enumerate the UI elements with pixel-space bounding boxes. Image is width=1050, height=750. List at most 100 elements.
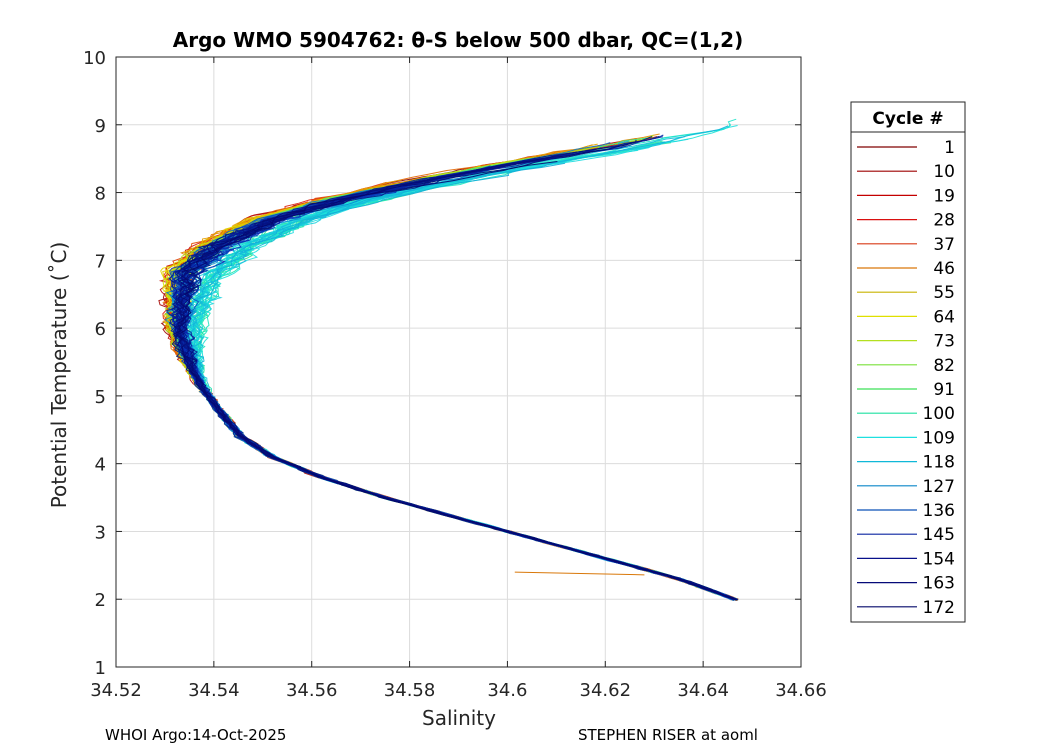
profile-cycle-128 xyxy=(182,180,734,601)
grid xyxy=(116,57,801,667)
profile-cycle-71 xyxy=(173,218,732,600)
profile-cycle-39 xyxy=(166,136,732,600)
legend-label-19: 19 xyxy=(933,186,955,206)
y-axis-label: Potential Temperature (˚C) xyxy=(47,242,71,509)
x-tick-label: 34.62 xyxy=(580,680,632,701)
legend-label-172: 172 xyxy=(923,598,955,618)
profile-cycle-45 xyxy=(166,204,738,601)
profile-cycle-87 xyxy=(176,136,732,599)
profile-cycle-148 xyxy=(168,216,736,599)
profile-cycle-104 xyxy=(187,180,733,599)
profile-cycle-157 xyxy=(170,136,739,601)
profile-cycle-57 xyxy=(171,214,733,599)
profile-cycle-169 xyxy=(173,195,731,599)
profile-cycle-159 xyxy=(174,217,734,601)
profile-cycle-125 xyxy=(177,140,733,599)
profile-cycle-28 xyxy=(164,201,734,600)
legend-label-127: 127 xyxy=(923,477,955,497)
profile-cycle-113 xyxy=(187,125,738,601)
profile-cycle-73 xyxy=(164,207,735,601)
profile-cycle-74 xyxy=(163,134,732,599)
profile-cycle-116 xyxy=(183,200,736,601)
profile-lines xyxy=(158,118,739,601)
profile-cycle-160 xyxy=(165,135,735,599)
legend-label-109: 109 xyxy=(923,428,955,448)
profile-cycle-111 xyxy=(185,123,739,601)
legend-label-154: 154 xyxy=(923,549,955,569)
legend-label-82: 82 xyxy=(933,356,955,376)
y-tick-label: 7 xyxy=(95,251,106,272)
profile-cycle-76 xyxy=(165,136,739,601)
profile-cycle-96 xyxy=(189,142,733,599)
y-tick-label: 6 xyxy=(95,319,106,340)
legend-label-10: 10 xyxy=(933,162,955,182)
profile-cycle-42 xyxy=(165,202,735,601)
x-tick-label: 34.56 xyxy=(286,680,338,701)
profile-cycle-155 xyxy=(169,134,732,599)
profile-cycle-145 xyxy=(175,213,732,600)
profile-cycle-154 xyxy=(170,207,735,601)
profile-cycle-168 xyxy=(176,136,732,599)
x-tick-labels: 34.52 34.54 34.56 34.58 34.6 34.62 34.64 34.66 xyxy=(90,57,827,701)
legend-label-136: 136 xyxy=(923,501,955,521)
y-tick-labels: 1 2 3 4 5 6 7 8 9 10 xyxy=(83,48,801,679)
profile-cycle-172 xyxy=(171,161,738,601)
x-tick-label: 34.66 xyxy=(775,680,827,701)
y-tick-label: 3 xyxy=(95,522,106,543)
profile-cycle-65 xyxy=(160,211,738,600)
profile-cycle-142 xyxy=(171,187,737,601)
profile-cycle-22 xyxy=(169,214,732,599)
profile-cycle-106 xyxy=(193,180,731,600)
legend: Cycle #1 10 19 28 37 46 55 64 73 82 91 100 109 118 127… xyxy=(850,101,966,623)
profile-cycle-46 xyxy=(162,210,733,599)
profile-cycle-109 xyxy=(193,129,732,600)
profile-cycle-170 xyxy=(176,139,737,601)
chart-title: Argo WMO 5904762: θ-S below 500 dbar, QC… xyxy=(173,28,743,52)
x-tick-label: 34.58 xyxy=(384,680,436,701)
profile-cycle-95 xyxy=(171,137,735,601)
profile-cycle-27 xyxy=(162,138,737,600)
profile-cycle-136 xyxy=(178,189,735,600)
profile-cycle-85 xyxy=(175,197,733,600)
footer-credit: WHOI Argo:14-Oct-2025 xyxy=(105,726,287,744)
y-tick-label: 9 xyxy=(95,116,106,137)
profile-cycle-121 xyxy=(192,136,735,601)
profile-cycle-53 xyxy=(170,139,738,600)
profile-cycle-56 xyxy=(173,205,734,601)
profile-cycle-165 xyxy=(168,201,737,600)
profile-cycle-78 xyxy=(174,217,734,601)
y-tick-label: 8 xyxy=(95,184,106,205)
profile-cycle-11 xyxy=(158,197,733,601)
x-axis-label: Salinity xyxy=(422,706,496,730)
y-tick-label: 10 xyxy=(83,48,106,69)
footer-pi: STEPHEN RISER at aoml xyxy=(578,726,758,744)
profile-cycle-143 xyxy=(173,189,735,600)
profile-cycle-129 xyxy=(167,205,736,599)
x-tick-label: 34.54 xyxy=(188,680,240,701)
profile-cycle-133 xyxy=(168,219,731,600)
profile-cycle-14 xyxy=(171,138,734,599)
profile-cycle-138 xyxy=(176,214,733,599)
profile-cycle-166 xyxy=(175,197,733,600)
profile-cycle-115 xyxy=(193,138,735,600)
profile-cycle-79 xyxy=(165,135,735,599)
legend-label-37: 37 xyxy=(933,235,955,255)
profile-cycle-2 xyxy=(164,204,737,601)
legend-title: Cycle # xyxy=(872,109,943,129)
profile-cycle-123 xyxy=(187,125,733,601)
profile-cycle-84 xyxy=(168,201,737,600)
legend-label-163: 163 xyxy=(923,574,955,594)
x-tick-label: 34.52 xyxy=(90,680,142,701)
axes-box xyxy=(115,56,802,668)
profile-cycle-135 xyxy=(165,206,734,600)
legend-label-73: 73 xyxy=(933,332,955,352)
x-tick-label: 34.6 xyxy=(487,680,527,701)
legend-label-91: 91 xyxy=(933,380,955,400)
profile-cycle-108 xyxy=(190,118,737,600)
legend-label-1: 1 xyxy=(944,138,955,158)
profile-cycle-89 xyxy=(176,139,737,601)
legend-label-46: 46 xyxy=(933,259,955,279)
legend-box xyxy=(850,101,966,623)
profile-cycle-64 xyxy=(170,213,732,600)
legend-label-145: 145 xyxy=(923,525,955,545)
